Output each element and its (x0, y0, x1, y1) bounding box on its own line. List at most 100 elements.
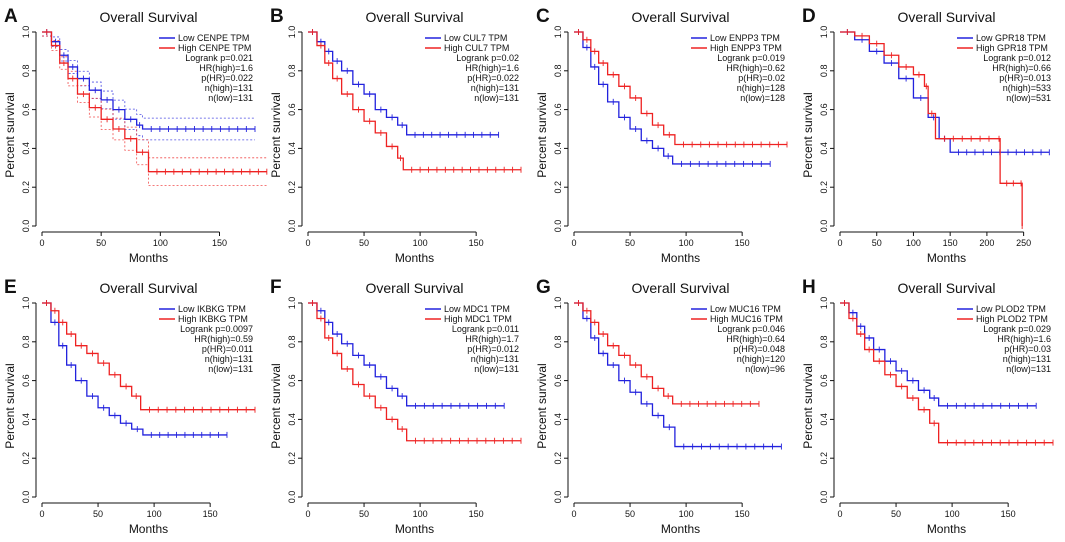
x-tick-label: 150 (469, 509, 484, 519)
panel-b: B Overall Survival 0 50 100 150 0.0 0.2 0.4 0.6 0.… (266, 0, 532, 271)
x-axis-label: Months (395, 522, 434, 536)
chart-title: Overall Survival (631, 280, 729, 296)
panel-label: B (270, 6, 284, 27)
legend-label-high: High MUC16 TPM (710, 314, 783, 324)
y-tick-label: 0.6 (553, 374, 563, 387)
x-tick-label: 50 (96, 238, 106, 248)
km-plot-c: C Overall Survival 0 50 100 150 0.0 0.2 0.4 0.6 0.… (535, 6, 788, 265)
y-tick-label: 0.0 (819, 220, 829, 233)
x-tick-label: 100 (413, 238, 428, 248)
legend-label-high: High ENPP3 TPM (710, 43, 782, 53)
chart-title: Overall Survival (897, 280, 995, 296)
stat-text: n(low)=131 (474, 93, 519, 103)
legend-label-low: Low GPR18 TPM (976, 33, 1046, 43)
panel-label: H (802, 277, 816, 298)
y-tick-label: 1.0 (553, 297, 563, 310)
panel-c: C Overall Survival 0 50 100 150 0.0 0.2 0.4 0.6 0.… (532, 0, 798, 271)
x-tick-label: 100 (906, 238, 921, 248)
x-tick-label: 0 (39, 238, 44, 248)
stat-text: n(high)=131 (471, 83, 519, 93)
x-tick-label: 100 (153, 238, 168, 248)
stat-text: n(low)=531 (1006, 93, 1051, 103)
panel-label: C (536, 6, 550, 27)
panel-h: H Overall Survival 0 50 100 150 0.0 0.2 0.4 0.6 0.… (798, 271, 1064, 542)
x-tick-label: 0 (305, 238, 310, 248)
x-tick-label: 50 (872, 238, 882, 248)
y-tick-label: 1.0 (287, 26, 297, 39)
y-tick-label: 1.0 (819, 26, 829, 39)
stat-text: HR(high)=0.64 (726, 334, 785, 344)
legend-label-low: Low PLOD2 TPM (976, 304, 1046, 314)
y-tick-label: 0.2 (553, 452, 563, 465)
y-tick-label: 1.0 (287, 297, 297, 310)
stat-text: n(high)=128 (737, 83, 785, 93)
stat-text: Logrank p=0.029 (983, 324, 1051, 334)
y-tick-label: 0.0 (21, 220, 31, 233)
km-plot-b: B Overall Survival 0 50 100 150 0.0 0.2 0.4 0.6 0.… (269, 6, 522, 265)
x-axis-label: Months (395, 251, 434, 265)
legend-label-low: Low CUL7 TPM (444, 33, 507, 43)
y-tick-label: 0.0 (553, 491, 563, 504)
panel-label: G (536, 277, 551, 298)
y-tick-label: 0.8 (287, 336, 297, 349)
y-tick-label: 0.4 (287, 142, 297, 155)
y-tick-label: 0.0 (553, 220, 563, 233)
y-tick-label: 0.4 (21, 413, 31, 426)
stat-text: n(high)=131 (205, 354, 253, 364)
y-tick-label: 0.2 (819, 452, 829, 465)
x-tick-label: 50 (359, 509, 369, 519)
stat-text: Logrank p=0.019 (717, 53, 785, 63)
y-axis-label: Percent survival (535, 92, 549, 177)
stat-text: p(HR)=0.048 (733, 344, 785, 354)
x-tick-label: 150 (943, 238, 958, 248)
x-tick-label: 150 (469, 238, 484, 248)
survival-curve-high (840, 31, 1023, 226)
panel-f: F Overall Survival 0 50 100 150 0.0 0.2 0.4 0.6 0.… (266, 271, 532, 542)
y-tick-label: 0.2 (553, 181, 563, 194)
stat-text: HR(high)=1.6 (199, 63, 253, 73)
km-plot-d: D Overall Survival 0 50 100 150 200 250 0.0 0.2 0.… (801, 6, 1051, 265)
stat-text: Logrank p=0.012 (983, 53, 1051, 63)
y-tick-label: 0.2 (287, 181, 297, 194)
y-tick-label: 1.0 (21, 297, 31, 310)
x-tick-label: 100 (147, 509, 162, 519)
y-axis-label: Percent survival (3, 363, 17, 448)
y-tick-label: 0.0 (287, 491, 297, 504)
x-axis-label: Months (661, 251, 700, 265)
y-tick-label: 0.6 (21, 374, 31, 387)
km-plot-f: F Overall Survival 0 50 100 150 0.0 0.2 0.4 0.6 0.… (269, 277, 522, 536)
x-tick-label: 250 (1016, 238, 1031, 248)
stat-text: n(low)=131 (474, 364, 519, 374)
y-axis-label: Percent survival (269, 363, 283, 448)
y-tick-label: 0.8 (21, 336, 31, 349)
y-tick-label: 0.8 (553, 65, 563, 78)
y-tick-label: 1.0 (21, 26, 31, 39)
stat-text: Logrank p=0.0097 (180, 324, 253, 334)
km-plot-g: G Overall Survival 0 50 100 150 0.0 0.2 0.4 0.6 0.… (535, 277, 785, 536)
y-tick-label: 0.6 (287, 103, 297, 116)
x-tick-label: 150 (735, 238, 750, 248)
stat-text: n(low)=131 (208, 93, 253, 103)
y-tick-label: 0.6 (553, 103, 563, 116)
legend-label-high: High GPR18 TPM (976, 43, 1048, 53)
x-tick-label: 150 (1001, 509, 1016, 519)
stat-text: p(HR)=0.013 (999, 73, 1051, 83)
chart-title: Overall Survival (99, 280, 197, 296)
stat-text: p(HR)=0.02 (738, 73, 785, 83)
x-axis-label: Months (927, 522, 966, 536)
panel-label: F (270, 277, 282, 298)
x-axis-label: Months (129, 522, 168, 536)
stat-text: HR(high)=1.6 (997, 334, 1051, 344)
chart-title: Overall Survival (99, 9, 197, 25)
chart-title: Overall Survival (897, 9, 995, 25)
legend-label-high: High PLOD2 TPM (976, 314, 1048, 324)
km-plot-a: A Overall Survival 0 50 100 150 0.0 0.2 0.4 0.6 0.… (3, 6, 268, 265)
y-tick-label: 0.4 (819, 142, 829, 155)
panel-g: G Overall Survival 0 50 100 150 0.0 0.2 0.4 0.6 0.… (532, 271, 798, 542)
panel-label: D (802, 6, 816, 27)
y-axis-label: Percent survival (269, 92, 283, 177)
y-tick-label: 0.2 (287, 452, 297, 465)
y-tick-label: 0.8 (819, 336, 829, 349)
x-tick-label: 100 (679, 509, 694, 519)
stat-text: n(low)=131 (208, 364, 253, 374)
